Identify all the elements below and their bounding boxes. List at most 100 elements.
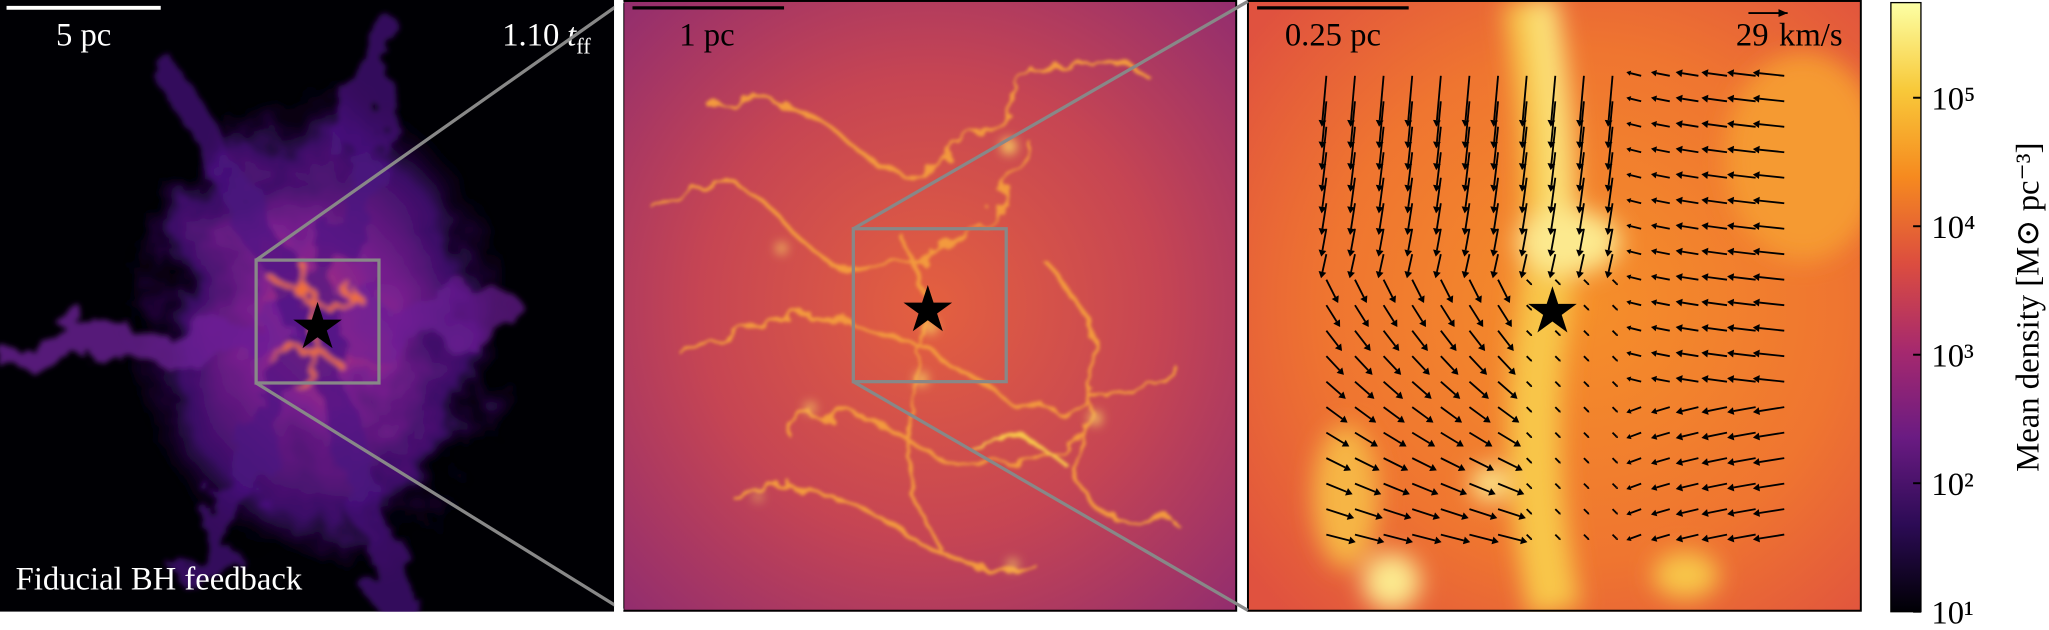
velocity-arrow	[1707, 199, 1728, 205]
velocity-arrowhead	[1318, 271, 1327, 279]
velocity-arrowhead	[1626, 351, 1632, 357]
velocity-arrowhead	[1586, 282, 1590, 286]
velocity-arrowhead	[1506, 343, 1514, 352]
scale-bar-label: 5 pc	[56, 18, 111, 54]
velocity-arrow	[1378, 75, 1385, 121]
velocity-arrowhead	[1461, 227, 1470, 236]
velocity-arrow	[1759, 533, 1785, 540]
velocity-arrow	[1656, 533, 1671, 540]
velocity-arrow	[1611, 330, 1618, 336]
velocity-arrowhead	[1727, 298, 1735, 307]
velocity-arrowhead	[1626, 300, 1632, 306]
black-hole-marker	[293, 301, 342, 349]
velocity-arrow	[1436, 101, 1442, 143]
velocity-arrow	[1550, 203, 1557, 229]
velocity-arrow	[1325, 279, 1337, 298]
velocity-arrow	[1681, 378, 1699, 383]
velocity-arrowhead	[1375, 271, 1384, 279]
velocity-arrow	[1630, 250, 1642, 256]
velocity-arrow	[1759, 352, 1785, 358]
velocity-arrowhead	[1370, 439, 1378, 447]
velocity-arrowhead	[1363, 343, 1371, 352]
velocity-arrowhead	[1508, 367, 1516, 375]
velocity-arrow	[1383, 508, 1406, 518]
velocity-arrowhead	[1626, 198, 1632, 204]
velocity-arrowhead	[1701, 324, 1709, 332]
velocity-arrowhead	[1701, 171, 1709, 180]
velocity-arrow	[1759, 276, 1785, 281]
velocity-arrow	[1707, 250, 1728, 256]
velocity-arrow	[1321, 152, 1328, 186]
colorbar-tick-label: 10⁴	[1931, 210, 1975, 246]
velocity-arrowhead	[1518, 227, 1527, 236]
velocity-arrow	[1681, 482, 1699, 489]
velocity-arrow	[1707, 457, 1728, 463]
velocity-arrow	[1759, 72, 1785, 77]
velocity-arrow	[1681, 250, 1699, 256]
velocity-arrowhead	[1727, 120, 1735, 129]
velocity-arrow	[1440, 457, 1461, 469]
velocity-arrow	[1707, 97, 1728, 103]
velocity-arrow	[1583, 431, 1589, 438]
velocity-arrowhead	[1727, 324, 1735, 332]
colorbar-tick-label: 10³	[1931, 338, 1974, 374]
velocity-arrowhead	[1650, 69, 1657, 77]
velocity-arrow	[1759, 327, 1785, 332]
velocity-arrowhead	[1520, 536, 1528, 545]
velocity-arrow	[1630, 199, 1642, 205]
velocity-arrow	[1656, 250, 1670, 256]
velocity-arrow	[1407, 228, 1414, 251]
velocity-arrowhead	[1727, 534, 1735, 543]
velocity-arrow	[1611, 457, 1618, 463]
velocity-arrow	[1469, 457, 1489, 469]
velocity-arrow	[1354, 380, 1371, 396]
panel-2: 1 pc	[623, 0, 1237, 612]
velocity-arrow	[1554, 279, 1560, 285]
velocity-arrowhead	[1626, 484, 1632, 491]
velocity-arrow	[1321, 203, 1328, 229]
velocity-arrow	[1607, 203, 1614, 229]
velocity-arrow	[1554, 533, 1560, 540]
velocity-arrow	[1656, 301, 1670, 307]
velocity-arrowhead	[1727, 483, 1735, 492]
colorbar-label: Mean density [M⊙ pc⁻³]	[2011, 143, 2047, 472]
velocity-arrow	[1579, 126, 1585, 164]
velocity-arrow	[1630, 327, 1642, 332]
velocity-arrow	[1656, 97, 1670, 103]
velocity-arrowhead	[1558, 410, 1561, 413]
velocity-arrow	[1354, 355, 1369, 371]
velocity-arrowhead	[1456, 439, 1464, 447]
velocity-arrowhead	[1547, 249, 1556, 257]
velocity-arrow	[1325, 457, 1346, 469]
velocity-arrowhead	[1529, 308, 1533, 311]
velocity-arrowhead	[1518, 206, 1527, 214]
velocity-arrowhead	[1604, 249, 1613, 257]
velocity-arrow	[1759, 174, 1785, 179]
velocity-arrow	[1550, 254, 1557, 273]
velocity-arrowhead	[1675, 407, 1684, 415]
velocity-arrow	[1497, 279, 1508, 298]
velocity-arrowhead	[1727, 247, 1735, 256]
velocity-arrowhead	[1675, 171, 1683, 180]
velocity-value: 29	[1736, 18, 1769, 54]
velocity-arrow	[1681, 72, 1699, 77]
velocity-arrow	[1497, 508, 1520, 518]
velocity-arrowhead	[1576, 227, 1584, 236]
velocity-arrow	[1464, 254, 1471, 273]
velocity-arrowhead	[1727, 407, 1735, 415]
velocity-arrow	[1733, 225, 1756, 230]
velocity-arrowhead	[1615, 537, 1619, 541]
velocity-arrowhead	[1752, 509, 1760, 517]
velocity-arrow	[1526, 330, 1532, 336]
velocity-arrow	[1440, 355, 1455, 371]
velocity-arrowhead	[1701, 69, 1709, 78]
velocity-key-arrowhead	[1778, 9, 1788, 17]
velocity-arrow	[1759, 431, 1785, 438]
panel-3: 0.25 pc 29 km/s	[1247, 0, 1861, 612]
velocity-arrow	[1440, 304, 1452, 322]
velocity-arrowhead	[1490, 206, 1499, 214]
velocity-arrowhead	[1615, 384, 1619, 388]
velocity-arrowhead	[1461, 249, 1470, 257]
velocity-arrowhead	[1365, 367, 1373, 375]
